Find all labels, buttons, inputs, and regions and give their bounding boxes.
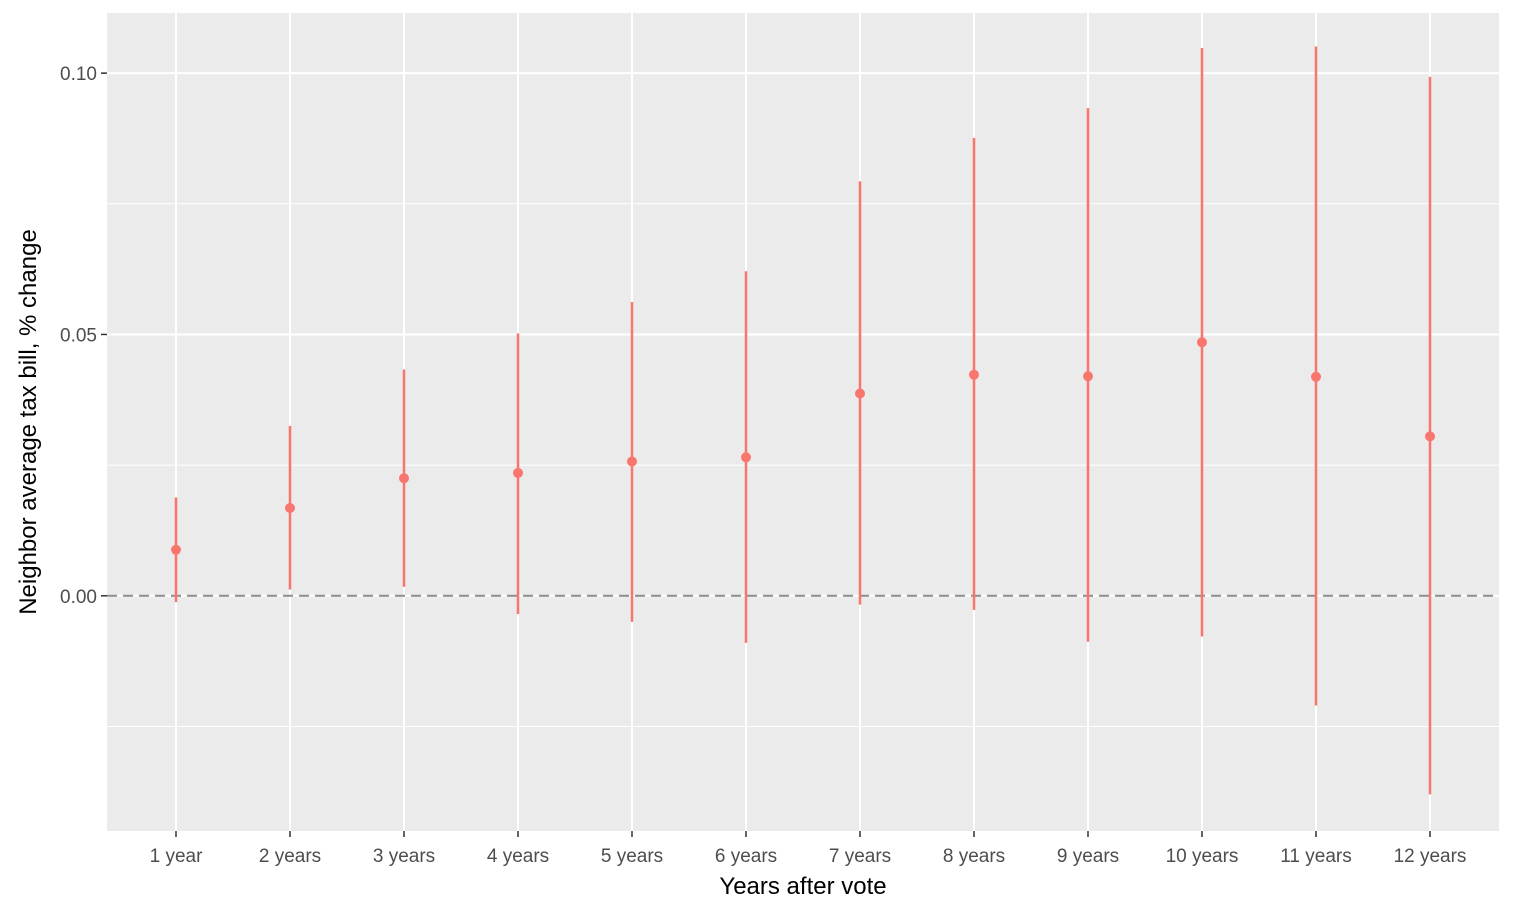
y-axis-title: Neighbor average tax bill, % change [15, 229, 42, 615]
x-tick-label: 12 years [1394, 846, 1467, 867]
estimate-point [627, 456, 637, 467]
estimate-point [285, 502, 295, 513]
x-tick-label: 10 years [1166, 846, 1239, 867]
estimate-point [399, 473, 409, 484]
error-bars [171, 46, 1435, 795]
x-tick-label: 3 years [373, 846, 435, 867]
estimate-point [513, 467, 523, 478]
x-tick-label: 11 years [1280, 846, 1351, 867]
plot-panel [107, 13, 1499, 831]
estimate-point [1425, 431, 1435, 442]
estimate-point [1311, 371, 1321, 382]
estimate-point [1083, 371, 1093, 382]
grid-minor [107, 203, 1499, 727]
x-tick-label: 2 years [259, 846, 321, 867]
y-tick-label: 0.10 [60, 64, 97, 85]
x-tick-label: 9 years [1057, 846, 1119, 867]
x-tick-label: 8 years [943, 846, 1005, 867]
y-tick-label: 0.05 [60, 325, 97, 346]
estimate-point [741, 452, 751, 463]
x-axis: 1 year 2 years 3 years 4 years 5 years 6 year… [150, 831, 1467, 867]
x-tick-label: 4 years [487, 846, 549, 867]
x-axis-title: Years after vote [719, 873, 886, 900]
estimate-point [1197, 337, 1207, 348]
estimate-point [171, 544, 181, 555]
x-tick-label: 7 years [829, 846, 891, 867]
estimate-point [969, 369, 979, 380]
x-tick-label: 1 year [150, 846, 203, 867]
y-axis: 0.00 0.05 0.10 [60, 64, 107, 608]
estimate-point [855, 388, 865, 399]
y-tick-label: 0.00 [60, 587, 97, 608]
x-tick-label: 5 years [601, 846, 663, 867]
x-tick-label: 6 years [715, 846, 777, 867]
